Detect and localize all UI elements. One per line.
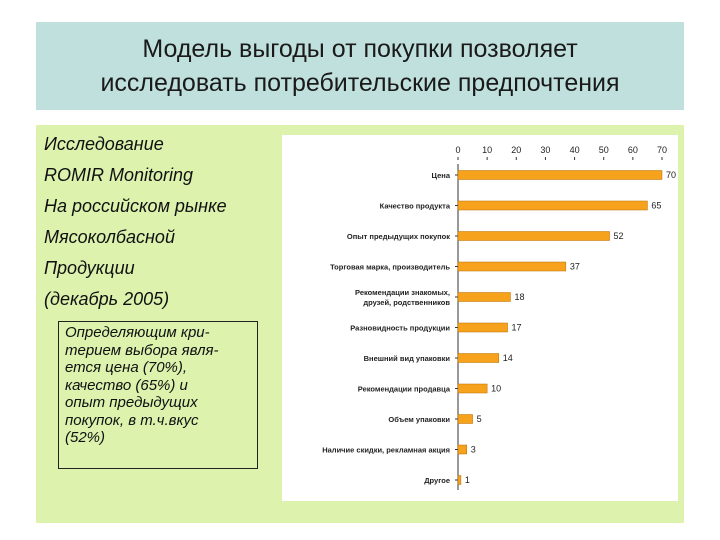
x-tick-label: 60 <box>628 145 638 155</box>
x-tick-label: 40 <box>570 145 580 155</box>
study-description: Исследование ROMIR Monitoring На российс… <box>44 129 284 315</box>
study-line: Исследование <box>44 134 164 154</box>
x-tick-label: 0 <box>455 145 460 155</box>
bar <box>457 475 462 485</box>
bar <box>457 322 508 333</box>
data-label: 17 <box>512 323 522 333</box>
data-label: 5 <box>477 414 482 424</box>
data-label: 14 <box>503 353 513 363</box>
bar <box>457 261 567 272</box>
slide-title-line-1: Модель выгоды от покупки позволяет <box>142 35 578 63</box>
bar-chart: 0 10 20 30 40 50 60 70 70 Цена 65 Качество продукта… <box>322 145 676 490</box>
bar <box>457 444 467 455</box>
category-label: Наличие скидки, рекламная акция <box>322 446 450 455</box>
note-line: покупок, в т.ч.вкус <box>65 411 199 429</box>
category-label: Разновидность продукции <box>350 324 450 333</box>
category-label: Другое <box>424 476 450 485</box>
data-label: 70 <box>666 170 676 180</box>
bar <box>457 383 488 394</box>
note-line: ется цена (70%), <box>65 359 188 376</box>
category-label: Рекомендации продавца <box>358 385 451 394</box>
note-line: (52%) <box>65 429 106 446</box>
bar <box>457 231 610 241</box>
category-label: Качество продукта <box>380 202 451 211</box>
x-tick-label: 10 <box>482 145 492 155</box>
note-line: опыт предыдущих <box>65 394 198 411</box>
category-label: Опыт предыдущих покупок <box>347 232 450 241</box>
data-label: 3 <box>471 445 476 455</box>
content-panel: Исследование ROMIR Monitoring На российс… <box>36 125 684 523</box>
data-label: 10 <box>491 384 501 394</box>
bar <box>457 353 500 363</box>
slide-title-line-2: исследовать потребительские предпочтения <box>100 69 620 97</box>
data-label: 18 <box>514 292 524 302</box>
note-line: терием выбора явля- <box>65 341 219 359</box>
slide-title: Модель выгоды от покупки позволяет иссле… <box>36 22 684 110</box>
data-label: 37 <box>570 262 580 272</box>
x-tick-label: 20 <box>511 145 521 155</box>
category-label: Цена <box>432 171 451 180</box>
note-line: качество (65%) и <box>65 376 188 394</box>
data-label: 1 <box>465 475 470 485</box>
study-line: ROMIR Monitoring <box>44 165 194 185</box>
conclusion-note-box: Определяющим кри- терием выбора явля- ет… <box>58 321 258 469</box>
bar <box>457 170 663 180</box>
data-label: 65 <box>651 201 661 211</box>
x-tick-label: 70 <box>657 145 667 155</box>
category-label: Объем упаковки <box>388 415 450 424</box>
study-line: (декабрь 2005) <box>44 289 170 309</box>
category-label: Внешний вид упаковки <box>364 354 451 363</box>
note-line: Определяющим кри- <box>65 324 210 341</box>
x-tick-label: 30 <box>540 145 550 155</box>
bar <box>457 200 648 211</box>
data-label: 52 <box>614 231 624 241</box>
study-line: На российском рынке <box>44 196 227 216</box>
bar <box>457 292 511 302</box>
category-label: Торговая марка, производитель <box>330 263 450 272</box>
study-line: Продукции <box>44 258 135 278</box>
x-tick-label: 50 <box>599 145 609 155</box>
study-line: Мясоколбасной <box>44 227 175 247</box>
bar <box>457 414 473 424</box>
bar-chart-panel: 0 10 20 30 40 50 60 70 70 Цена 65 Качество продукта… <box>282 135 678 501</box>
category-label: Рекомендации знакомых, друзей, родственни… <box>355 288 450 307</box>
